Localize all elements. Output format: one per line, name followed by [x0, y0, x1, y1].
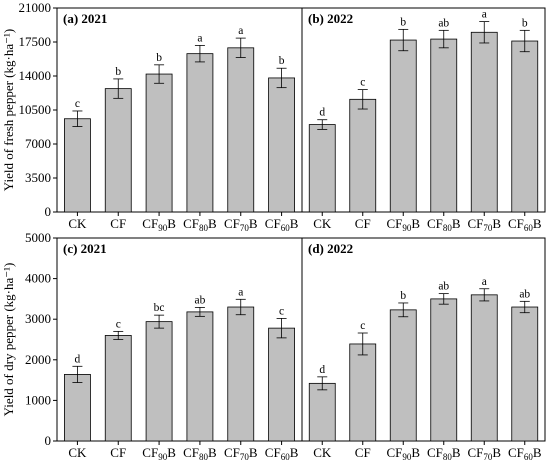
significance-label: c	[360, 320, 365, 332]
bar-cf70b	[470, 294, 498, 442]
bar-cf60b	[511, 306, 539, 442]
y-axis-label: Yield of fresh pepper (kg·ha⁻¹)	[1, 29, 16, 191]
panel-label: (d) 2022	[308, 241, 353, 256]
bar-cf80b	[430, 298, 458, 442]
significance-label: b	[400, 290, 406, 302]
y-tick-label: 3500	[25, 170, 51, 185]
bar-ck	[308, 382, 336, 442]
significance-label: d	[75, 353, 81, 365]
plot-frame	[56, 237, 546, 442]
y-tick-label: 21000	[19, 0, 52, 15]
x-tick-label: CF	[355, 445, 371, 460]
y-tick-label: 5000	[25, 230, 51, 245]
significance-label: c	[279, 305, 284, 317]
y-tick-label: 10500	[19, 102, 52, 117]
bar-cf90b	[389, 39, 417, 213]
panel-label: (a) 2021	[63, 11, 107, 26]
significance-label: a	[197, 32, 202, 44]
x-tick-label: CF80B	[427, 445, 461, 462]
bar-ck	[64, 374, 91, 442]
panel-label: (c) 2021	[63, 241, 107, 256]
y-tick-label: 1000	[25, 392, 51, 407]
x-tick-label: CK	[313, 445, 332, 460]
significance-label: c	[116, 318, 121, 330]
x-tick-label: CF80B	[183, 445, 217, 462]
x-tick-label: CF60B	[265, 445, 299, 462]
y-tick-label: 0	[45, 433, 52, 448]
bar-cf90b	[145, 321, 173, 442]
y-tick-label: 4000	[25, 271, 51, 286]
y-tick-label: 2000	[25, 352, 51, 367]
bar-cf	[349, 343, 377, 442]
bar-ck	[308, 124, 336, 213]
x-tick-label: CF60B	[508, 445, 542, 462]
x-tick-label: CF	[110, 216, 126, 231]
bar-cf60b	[511, 40, 539, 213]
significance-label: b	[400, 16, 406, 28]
significance-label: c	[360, 77, 365, 89]
bar-cf60b	[268, 77, 295, 213]
significance-label: ab	[438, 281, 449, 293]
x-tick-label: CF60B	[265, 216, 299, 233]
significance-label: d	[319, 364, 325, 376]
significance-label: a	[238, 286, 243, 298]
y-tick-label: 14000	[19, 68, 52, 83]
bar-cf70b	[227, 47, 255, 213]
x-tick-label: CK	[313, 216, 332, 231]
significance-label: bc	[154, 302, 165, 314]
bar-ck	[64, 118, 91, 213]
x-tick-label: CF90B	[386, 216, 420, 233]
bar-cf70b	[227, 306, 255, 442]
x-tick-label: CK	[68, 445, 87, 460]
x-tick-label: CF70B	[224, 216, 258, 233]
bar-cf60b	[268, 327, 295, 442]
bar-cf	[349, 98, 377, 213]
bar-cf90b	[145, 73, 173, 213]
x-tick-label: CF70B	[224, 445, 258, 462]
bar-cf80b	[186, 311, 214, 442]
x-tick-label: CK	[68, 216, 87, 231]
bar-cf70b	[470, 31, 498, 213]
y-tick-label: 3000	[25, 311, 51, 326]
bar-cf90b	[389, 309, 417, 442]
significance-label: a	[238, 25, 243, 37]
panel-label: (b) 2022	[308, 11, 353, 26]
significance-label: d	[319, 107, 325, 119]
bar-cf	[104, 335, 132, 442]
y-axis-label: Yield of dry pepper (kg·ha⁻¹)	[1, 263, 16, 417]
significance-label: a	[482, 9, 487, 21]
significance-label: ab	[194, 294, 205, 306]
y-tick-label: 17500	[19, 34, 52, 49]
x-tick-label: CF90B	[386, 445, 420, 462]
significance-label: c	[75, 98, 80, 110]
bar-cf80b	[186, 53, 214, 213]
bar-cf80b	[430, 38, 458, 213]
y-tick-label: 0	[45, 204, 52, 219]
significance-label: b	[279, 55, 285, 67]
significance-label: a	[482, 276, 487, 288]
x-tick-label: CF70B	[467, 445, 501, 462]
significance-label: ab	[519, 288, 530, 300]
x-tick-label: CF90B	[142, 216, 176, 233]
x-tick-label: CF60B	[508, 216, 542, 233]
x-tick-label: CF90B	[142, 445, 176, 462]
y-tick-label: 7000	[25, 136, 51, 151]
panel-b: (b) 2022 d CK c CF b CF90B ab CF80B a CF70B b CF60B	[308, 9, 542, 233]
significance-label: b	[522, 17, 528, 29]
significance-label: b	[115, 66, 121, 78]
significance-label: ab	[438, 17, 449, 29]
x-tick-label: CF70B	[467, 216, 501, 233]
significance-label: b	[156, 52, 162, 64]
panel-a: (a) 2021 0 3500 7000 10500 14000 17500 21000Yie…	[1, 0, 299, 233]
bar-cf	[104, 88, 132, 213]
x-tick-label: CF80B	[427, 216, 461, 233]
panel-c: (c) 2021 0 1000 2000 3000 4000 5000 Yield of dr…	[1, 230, 299, 462]
x-tick-label: CF80B	[183, 216, 217, 233]
panel-d: (d) 2022 d CK c CF b CF90B ab CF80B a CF70B ab CF60B	[308, 241, 542, 462]
x-tick-label: CF	[355, 216, 371, 231]
x-tick-label: CF	[110, 445, 126, 460]
